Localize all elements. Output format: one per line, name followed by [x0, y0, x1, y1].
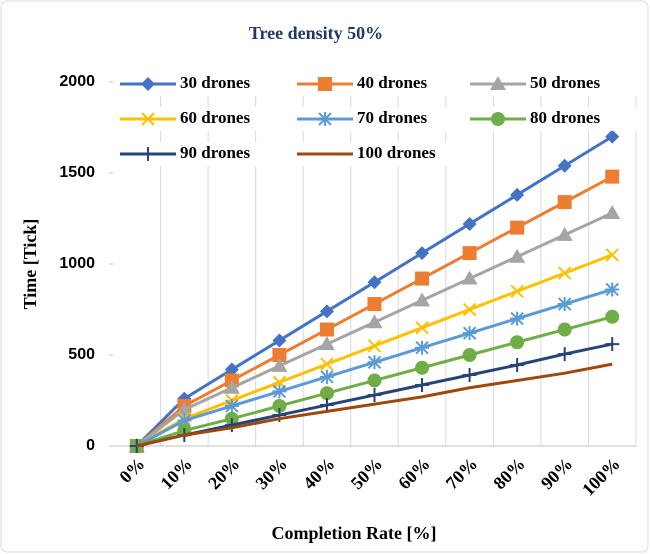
marker	[415, 246, 430, 261]
marker	[557, 347, 572, 362]
marker	[510, 220, 525, 235]
marker	[176, 401, 193, 416]
marker	[462, 246, 477, 261]
legend-label: 90 drones	[180, 143, 250, 162]
marker	[510, 358, 525, 373]
marker	[462, 302, 477, 317]
marker	[319, 304, 334, 319]
marker	[605, 337, 620, 352]
legend-marker	[141, 147, 155, 161]
marker	[224, 362, 239, 377]
marker	[272, 348, 287, 362]
marker	[223, 379, 240, 394]
marker	[605, 169, 620, 184]
marker	[367, 388, 382, 403]
y-tick-label: 2000	[59, 73, 95, 90]
marker	[367, 373, 382, 388]
y-tick-label: 500	[68, 346, 95, 363]
marker	[415, 378, 430, 393]
legend-label: 100 drones	[357, 143, 436, 162]
marker	[557, 266, 572, 280]
marker	[318, 336, 335, 351]
legend-marker	[318, 77, 332, 91]
marker	[319, 398, 334, 413]
marker	[510, 311, 525, 326]
marker	[510, 187, 525, 202]
y-tick-label: 1500	[59, 164, 95, 181]
marker	[177, 413, 192, 428]
legend-label: 60 drones	[180, 108, 250, 127]
legend-label: 80 drones	[530, 108, 600, 127]
legend-marker	[141, 112, 155, 126]
marker	[556, 226, 573, 241]
marker	[367, 355, 382, 370]
marker	[414, 292, 431, 307]
marker	[462, 216, 477, 231]
legend-label: 50 drones	[530, 73, 600, 92]
marker	[366, 314, 383, 329]
legend-label: 30 drones	[180, 73, 250, 92]
legend-marker	[490, 76, 506, 90]
marker	[272, 333, 287, 348]
marker	[557, 195, 572, 210]
marker	[367, 297, 382, 312]
legend-label: 40 drones	[357, 73, 427, 92]
marker	[415, 271, 430, 286]
marker	[462, 368, 477, 383]
marker	[415, 320, 429, 335]
marker	[224, 418, 239, 433]
marker	[272, 384, 287, 399]
marker	[557, 297, 572, 312]
marker	[604, 205, 621, 220]
marker	[605, 248, 619, 262]
y-axis-title: Time [Tick]	[20, 219, 40, 310]
marker	[319, 369, 334, 384]
legend-marker	[491, 112, 505, 126]
marker	[367, 339, 382, 353]
marker	[367, 275, 382, 290]
marker	[320, 357, 334, 371]
chart-title: Tree density 50%	[249, 23, 383, 43]
x-axis-title: Completion Rate [%]	[272, 523, 437, 543]
marker	[557, 322, 572, 337]
marker	[319, 322, 334, 337]
marker	[605, 129, 620, 144]
marker	[462, 326, 477, 341]
y-tick-label: 0	[86, 437, 95, 454]
y-tick-label: 1000	[59, 255, 95, 272]
marker	[462, 348, 477, 362]
marker	[605, 282, 620, 297]
marker	[271, 357, 288, 372]
marker	[415, 340, 430, 355]
marker	[415, 360, 430, 375]
marker	[510, 335, 525, 350]
marker	[509, 248, 526, 263]
legend-marker	[141, 77, 155, 91]
marker	[510, 284, 524, 299]
legend-label: 70 drones	[357, 108, 427, 127]
marker	[224, 398, 239, 413]
marker	[605, 309, 620, 324]
marker	[319, 386, 334, 401]
marker	[272, 398, 287, 413]
marker	[461, 270, 478, 285]
legend-marker	[318, 112, 332, 126]
marker	[557, 158, 572, 173]
